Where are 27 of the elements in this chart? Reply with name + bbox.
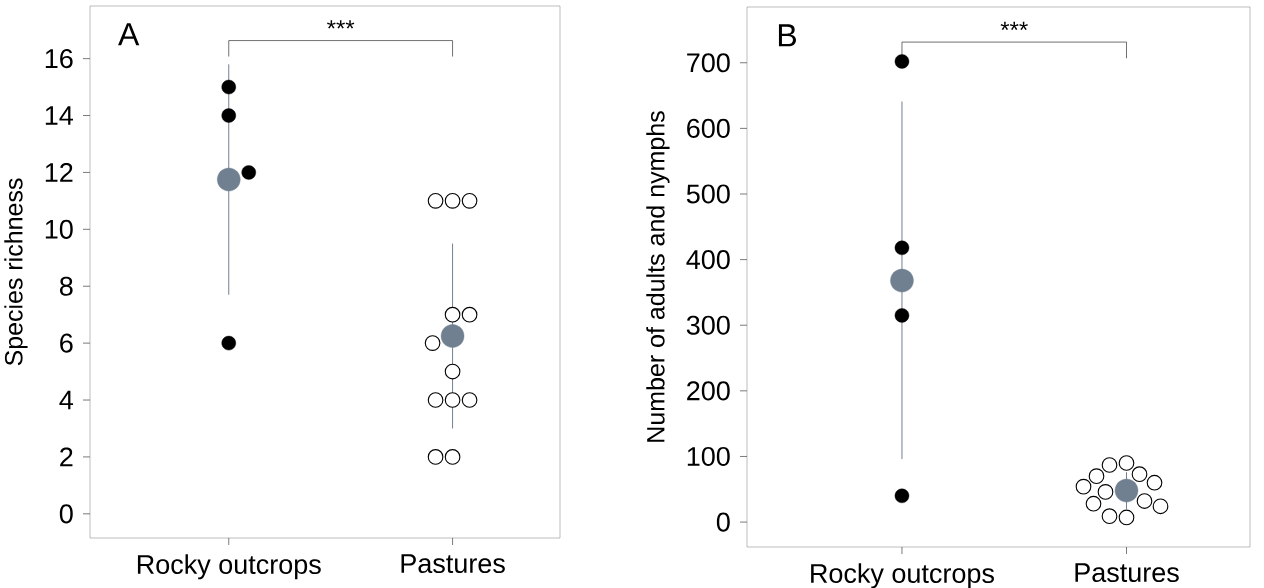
y-tick-label: 0	[716, 512, 730, 532]
y-tick-label: 300	[686, 315, 730, 335]
y-tick-label: 10	[45, 219, 73, 239]
x-tick-label: Pastures	[1075, 563, 1179, 583]
x-tick-label: Rocky outcrops	[811, 563, 994, 588]
y-tick-label: 200	[687, 381, 730, 401]
y-axis-title: Species richness	[4, 178, 28, 366]
annotation: B	[778, 24, 796, 47]
y-tick-label: 14	[45, 106, 73, 125]
y-tick-label: 700	[687, 53, 730, 73]
y-axis-title: Number of adults and nymphs	[646, 111, 670, 442]
annotation: A	[118, 23, 140, 46]
x-tick-label: Rocky outcrops	[137, 554, 321, 580]
annotation: ***	[327, 20, 355, 29]
x-tick-label: Pastures	[401, 554, 505, 574]
y-tick-label: 2	[60, 447, 73, 467]
y-tick-label: 16	[45, 49, 73, 69]
y-tick-label: 400	[686, 250, 730, 270]
y-tick-label: 100	[687, 446, 730, 467]
y-tick-label: 600	[687, 118, 730, 138]
y-tick-label: 6	[60, 333, 73, 353]
y-tick-label: 8	[59, 276, 73, 296]
y-tick-label: 4	[59, 390, 73, 410]
annotation: ***	[1000, 21, 1028, 31]
y-tick-label: 500	[686, 184, 730, 204]
y-tick-label: 0	[59, 504, 73, 524]
y-tick-label: 12	[45, 162, 73, 182]
